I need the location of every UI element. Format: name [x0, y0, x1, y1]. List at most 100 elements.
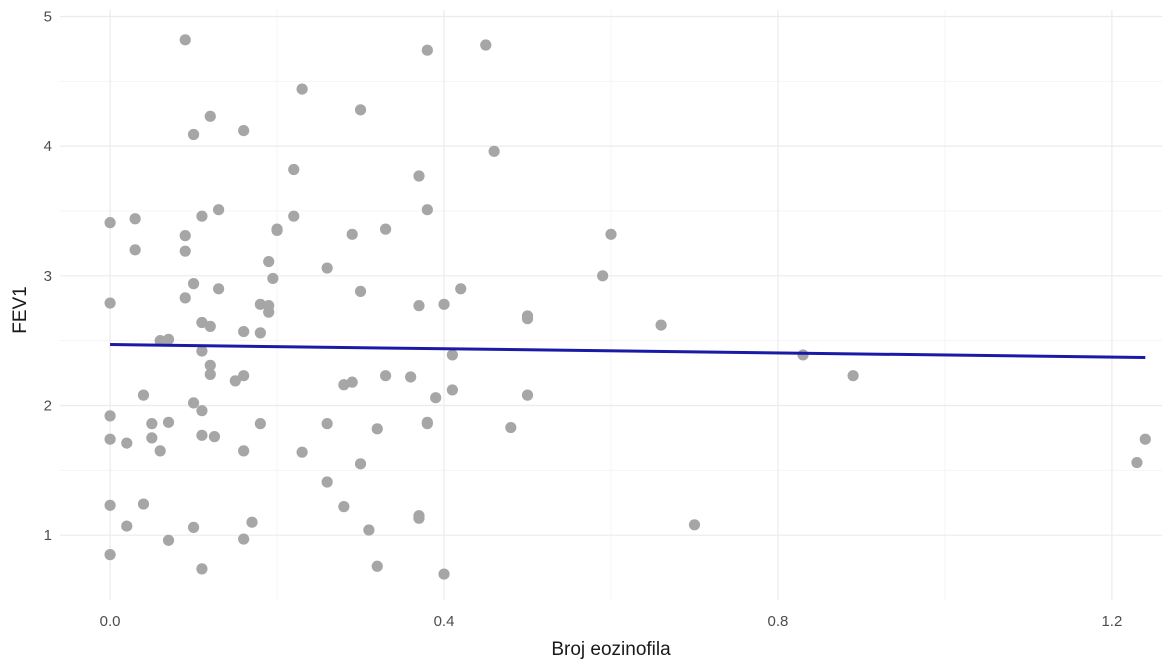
- data-point: [505, 421, 517, 434]
- y-tick-label: 2: [44, 397, 52, 414]
- x-tick-label: 0.8: [768, 613, 789, 630]
- data-point: [196, 563, 208, 575]
- data-point: [146, 432, 158, 444]
- data-point: [204, 359, 216, 371]
- data-point: [196, 405, 208, 417]
- data-point: [104, 297, 116, 309]
- data-point: [354, 285, 367, 297]
- data-point: [413, 512, 425, 524]
- trend-line-group: [110, 343, 1146, 360]
- data-point: [187, 521, 200, 533]
- data-point: [446, 349, 458, 361]
- data-point: [154, 335, 166, 347]
- trend-line: [110, 343, 1146, 360]
- data-point: [288, 210, 300, 222]
- data-point: [688, 519, 701, 531]
- data-point: [321, 476, 333, 488]
- data-point: [354, 458, 367, 470]
- y-tick-label: 4: [44, 138, 52, 155]
- data-point: [371, 560, 383, 572]
- data-point: [104, 433, 116, 445]
- data-point: [421, 44, 433, 56]
- data-point: [196, 316, 208, 329]
- data-point: [379, 370, 392, 382]
- data-point: [196, 345, 208, 357]
- data-point: [430, 392, 442, 404]
- data-point: [480, 39, 492, 51]
- x-axis-title: Broj eozinofila: [551, 639, 671, 660]
- data-point: [238, 370, 250, 382]
- data-point: [104, 217, 116, 229]
- data-points: [104, 34, 1151, 580]
- data-point: [104, 549, 116, 561]
- data-point: [238, 124, 250, 137]
- data-point: [455, 283, 467, 295]
- y-tick-label: 5: [44, 8, 52, 25]
- data-point: [187, 128, 200, 141]
- data-point: [208, 431, 221, 443]
- data-point: [405, 371, 417, 383]
- data-point: [271, 224, 283, 237]
- data-point: [196, 429, 208, 441]
- y-tick-label: 3: [44, 268, 52, 285]
- data-point: [413, 170, 425, 182]
- data-point: [438, 298, 450, 310]
- data-point: [1139, 433, 1151, 445]
- data-point: [213, 283, 225, 295]
- data-point: [363, 524, 375, 536]
- data-point: [446, 384, 458, 396]
- data-point: [104, 410, 116, 422]
- data-point: [296, 446, 308, 458]
- data-point: [129, 213, 141, 225]
- minor-gridlines: [60, 10, 1162, 600]
- data-point: [263, 255, 275, 268]
- data-point: [346, 376, 358, 388]
- data-point: [321, 262, 333, 274]
- data-point: [1131, 456, 1143, 469]
- y-axis-title: FEV1: [10, 286, 31, 334]
- data-point: [521, 389, 534, 401]
- data-point: [488, 145, 500, 157]
- data-point: [254, 298, 266, 310]
- data-point: [246, 516, 258, 528]
- data-point: [267, 272, 279, 285]
- data-point: [254, 418, 266, 430]
- data-point: [179, 230, 191, 242]
- data-point: [204, 110, 216, 122]
- data-point: [354, 104, 367, 116]
- data-point: [154, 445, 166, 457]
- data-point: [797, 349, 809, 361]
- data-point: [187, 397, 200, 409]
- x-tick-label: 0.4: [434, 613, 455, 630]
- data-point: [162, 416, 175, 428]
- data-point: [521, 313, 534, 325]
- x-tick-labels: 0.0 0.4 0.8 1.2: [100, 613, 1123, 630]
- data-point: [137, 498, 150, 510]
- data-point: [238, 533, 250, 545]
- data-point: [179, 245, 191, 257]
- data-point: [346, 228, 358, 240]
- data-point: [379, 223, 392, 235]
- data-point: [104, 499, 116, 511]
- data-point: [179, 292, 191, 304]
- data-point: [263, 306, 275, 318]
- data-point: [438, 568, 450, 580]
- data-point: [655, 319, 667, 331]
- data-point: [129, 244, 141, 256]
- data-point: [421, 204, 433, 216]
- data-point: [605, 228, 617, 240]
- data-point: [146, 418, 158, 430]
- data-point: [162, 534, 175, 546]
- data-point: [204, 368, 216, 380]
- data-point: [338, 501, 350, 513]
- y-tick-labels: 1 2 3 4 5: [44, 8, 52, 544]
- x-tick-label: 0.0: [100, 613, 121, 630]
- data-point: [121, 437, 133, 449]
- data-point: [296, 83, 308, 95]
- y-tick-label: 1: [44, 527, 52, 544]
- data-point: [162, 333, 175, 345]
- x-tick-label: 1.2: [1101, 613, 1122, 630]
- data-point: [121, 520, 133, 532]
